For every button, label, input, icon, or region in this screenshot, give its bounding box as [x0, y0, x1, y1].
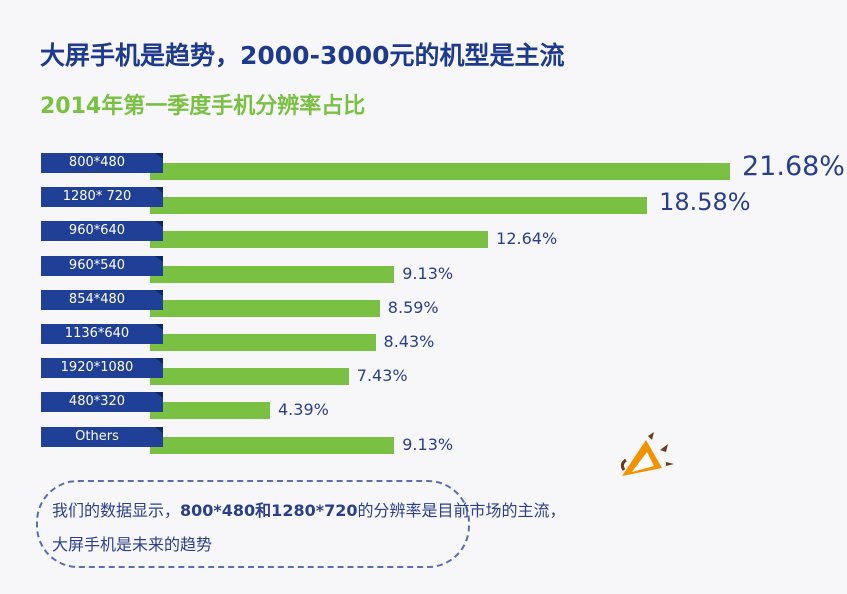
bar: [150, 163, 730, 180]
note-text: 我们的数据显示，800*480和1280*720的分辨率是目前市场的主流， 大屏…: [52, 494, 566, 562]
megaphone-icon: [620, 432, 674, 476]
note-line1-c: 的分辨率是目前市场的主流，: [357, 501, 566, 520]
note-line1-bold: 800*480和1280*720: [180, 501, 358, 520]
chart-row: 800*480 21.68%: [0, 151, 847, 189]
category-label: 1280* 720: [41, 187, 163, 208]
chart-row: 1136*640 8.43%: [0, 324, 847, 360]
bar: [150, 197, 648, 215]
value-label: 4.39%: [278, 400, 329, 420]
note-bubble: [36, 480, 470, 568]
chart-row: 1280* 720 18.58%: [0, 187, 847, 223]
category-label: 854*480: [41, 289, 163, 310]
chart-row: 480*320 4.39%: [0, 392, 847, 428]
category-label: Others: [41, 426, 163, 447]
page-title: 大屏手机是趋势，2000-3000元的机型是主流: [40, 41, 565, 70]
bar: [150, 299, 380, 317]
value-label: 18.58%: [659, 188, 751, 217]
chart-row: 854*480 8.59%: [0, 289, 847, 326]
chart-row: Others 9.13%: [0, 426, 847, 463]
value-label: 9.13%: [402, 434, 454, 454]
value-label: 8.43%: [383, 332, 435, 351]
chart-subtitle: 2014年第一季度手机分辨率占比: [40, 94, 366, 119]
category-label: 960*640: [41, 221, 163, 242]
category-label: 960*540: [41, 255, 163, 276]
chart-row: 1920*1080 7.43%: [0, 358, 847, 394]
category-label: 1920*1080: [41, 358, 163, 379]
value-label: 12.64%: [496, 229, 558, 249]
bar: [150, 436, 395, 454]
note-line2: 大屏手机是未来的趋势: [52, 535, 213, 554]
bar: [150, 265, 395, 283]
value-label: 7.43%: [356, 366, 408, 386]
value-label: 9.13%: [402, 263, 454, 283]
bar: [150, 368, 349, 386]
chart-row: 960*540 9.13%: [0, 255, 847, 292]
note-line1-a: 我们的数据显示，: [52, 501, 181, 520]
bar: [150, 334, 376, 351]
value-label: 8.59%: [387, 297, 439, 317]
category-label: 480*320: [41, 392, 163, 413]
category-label: 800*480: [41, 153, 163, 173]
value-label: 21.68%: [742, 151, 845, 182]
category-label: 1136*640: [41, 324, 163, 344]
bar: [150, 402, 270, 420]
chart-row: 960*640 12.64%: [0, 221, 847, 257]
bar: [150, 231, 489, 249]
